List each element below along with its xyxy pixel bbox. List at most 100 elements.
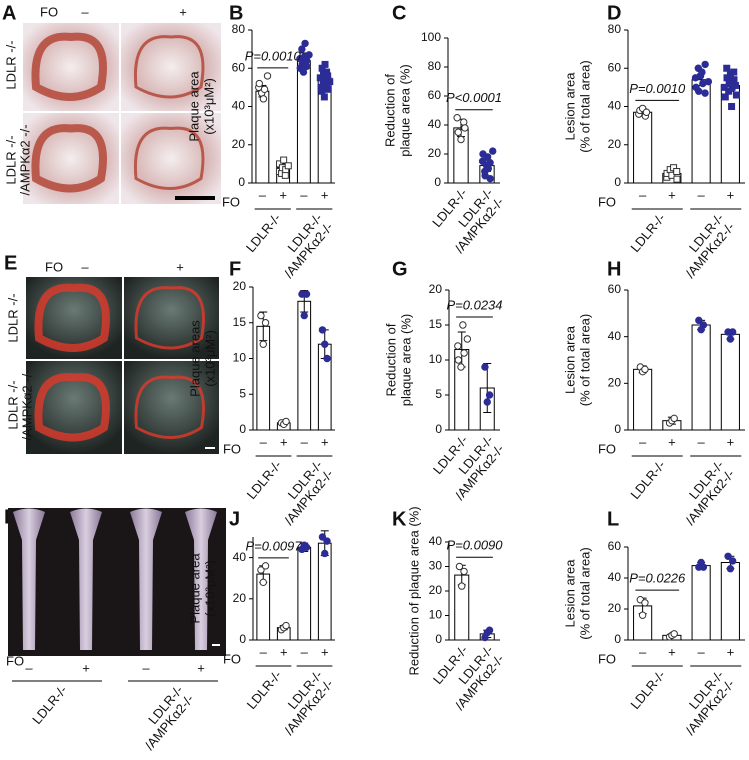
y-axis-label: (x10³μM²)	[201, 78, 216, 135]
group-label: LDLR-/-	[627, 210, 668, 255]
y-axis-label: plaque area (%)	[398, 314, 413, 407]
fo-sign: –	[698, 187, 706, 202]
y-tick-label: 0	[239, 632, 246, 646]
fo-sign: +	[727, 644, 735, 659]
data-point	[318, 533, 327, 541]
y-axis-label-text: (% of total area)	[577, 547, 592, 640]
y-tick-label: 80	[608, 22, 622, 36]
y-tick-label: 20	[429, 583, 443, 597]
fo-sign: +	[82, 660, 90, 675]
data-point	[324, 72, 332, 80]
y-axis-label: (% of total area)	[577, 547, 592, 640]
y-axis-label-text: Lesion area	[562, 325, 577, 394]
aorta-strip	[13, 508, 45, 650]
bar	[633, 111, 653, 184]
data-point	[728, 328, 737, 336]
fo-sign: –	[25, 660, 33, 675]
fo-sign: +	[280, 644, 288, 659]
data-point	[259, 578, 267, 587]
data-point	[323, 354, 331, 363]
data-point	[461, 124, 469, 132]
y-tick-label: 40	[233, 550, 247, 564]
y-axis-label: Lesion area	[562, 559, 577, 628]
data-point	[726, 335, 735, 343]
y-tick-label: 0	[238, 175, 245, 189]
data-point	[323, 537, 331, 545]
data-point	[259, 95, 268, 103]
bar	[633, 368, 653, 431]
fo-sign: +	[321, 434, 329, 449]
fo-sign: +	[176, 259, 184, 274]
y-axis-label-text: plaque area (%)	[398, 314, 413, 407]
y-tick-label: 100	[421, 30, 441, 44]
data-point	[302, 62, 311, 71]
fo-sign: –	[260, 434, 268, 449]
y-axis-label: Reduction of	[382, 74, 397, 147]
group-label: LDLR-/-	[244, 457, 285, 502]
fo-label: FO	[598, 441, 616, 456]
data-point	[459, 321, 467, 329]
data-point	[260, 85, 269, 93]
fo-label: FO	[6, 653, 24, 668]
row-label-text: /AMPKα2 -/-	[19, 369, 34, 440]
y-axis-label: (% of total area)	[577, 314, 592, 407]
y-tick-label: 40	[429, 534, 443, 548]
panel-letter: F	[229, 258, 241, 280]
panel-letter: G	[392, 258, 408, 280]
annotation: P=0.0234	[446, 297, 502, 312]
y-axis-label-text: Plaque area	[186, 71, 201, 142]
data-point	[699, 563, 708, 571]
fo-label: FO	[598, 651, 616, 666]
y-tick-label: 15	[233, 315, 247, 329]
data-point	[670, 414, 678, 423]
fo-sign: –	[639, 644, 647, 659]
tissue	[34, 283, 110, 352]
bar	[720, 333, 740, 431]
fo-sign: +	[321, 187, 329, 202]
data-point	[721, 93, 729, 101]
y-axis-label: Plaque areas	[187, 320, 202, 397]
panel-letter: J	[229, 508, 240, 530]
bar	[691, 324, 711, 431]
data-point	[642, 108, 651, 116]
data-point	[485, 626, 494, 634]
row-label-text: LDLR -/-	[3, 40, 18, 89]
y-axis-label-text: (x10³μM²)	[202, 560, 217, 617]
y-axis-label-text: Lesion area	[562, 559, 577, 628]
y-tick-label: 20	[429, 282, 443, 296]
y-axis-label: Lesion area	[562, 72, 577, 141]
bar	[720, 562, 740, 641]
fo-sign: +	[279, 187, 287, 202]
panel-letter: A	[2, 2, 16, 24]
y-tick-label: 0	[239, 422, 246, 436]
fo-label: FO	[40, 4, 58, 19]
fo-sign: +	[727, 434, 735, 449]
data-point	[324, 85, 332, 93]
data-point	[321, 340, 329, 348]
data-point	[453, 114, 461, 122]
data-point	[728, 557, 737, 565]
bar	[297, 300, 312, 431]
fo-sign: –	[259, 187, 267, 202]
fo-sign: +	[668, 644, 676, 659]
panel-letter: D	[607, 2, 621, 24]
fo-label: FO	[223, 651, 241, 666]
y-tick-label: 20	[608, 601, 622, 615]
data-point	[321, 549, 329, 558]
panel-letter: H	[607, 258, 621, 280]
annotation: P=0.0010	[245, 48, 302, 63]
group-label: LDLR-/-	[627, 667, 668, 712]
bar	[297, 546, 312, 641]
y-axis-label-text: Reduction of	[382, 74, 397, 147]
bar	[296, 60, 311, 184]
data-point	[281, 171, 289, 179]
y-axis-label: (x10³μM²)	[202, 560, 217, 617]
y-tick-label: 30	[429, 559, 443, 573]
fo-sign: +	[668, 434, 676, 449]
data-point	[699, 321, 708, 329]
y-tick-label: 40	[608, 570, 622, 584]
y-tick-label: 60	[428, 88, 442, 102]
data-point	[282, 621, 290, 630]
y-axis-label: plaque area (%)	[397, 64, 412, 157]
y-axis-label-text: Plaque area	[187, 553, 202, 624]
